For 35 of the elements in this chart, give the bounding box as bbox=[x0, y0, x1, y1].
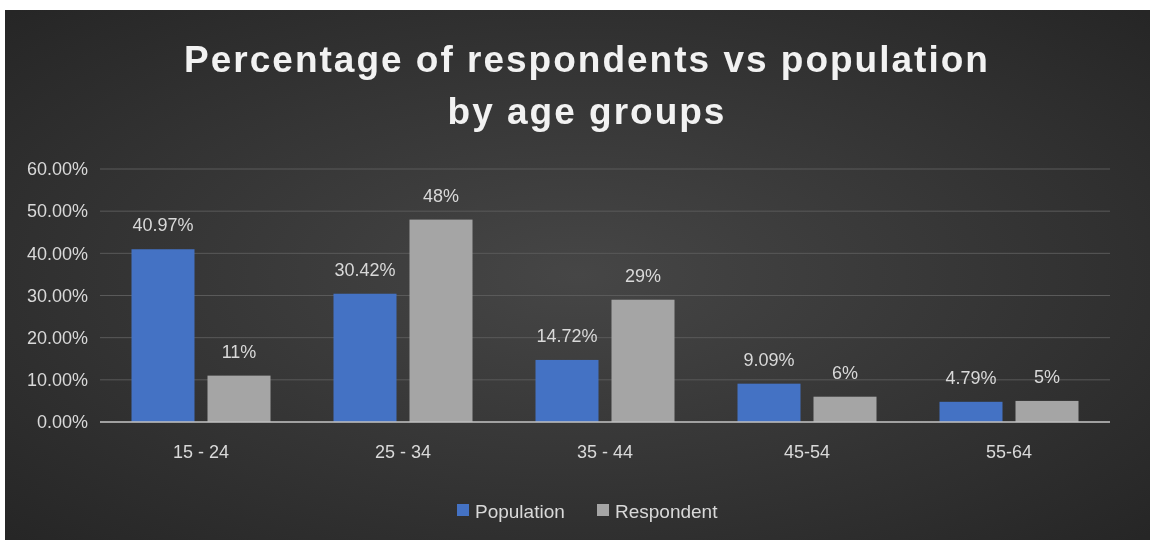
data-label: 14.72% bbox=[536, 325, 598, 346]
data-label: 48% bbox=[422, 185, 460, 206]
data-label: 11% bbox=[221, 341, 257, 362]
y-tick-label: 10.00% bbox=[26, 370, 88, 391]
y-tick-label: 60.00% bbox=[26, 159, 88, 180]
data-label: 4.79% bbox=[945, 367, 997, 388]
bar bbox=[813, 396, 877, 422]
data-label: 9.09% bbox=[743, 349, 795, 370]
y-tick-label: 50.00% bbox=[26, 201, 88, 222]
x-tick-label: 35 - 44 bbox=[576, 442, 634, 462]
x-tick-label: 25 - 34 bbox=[374, 442, 432, 462]
x-tick-label: 55-64 bbox=[985, 442, 1033, 462]
data-label: 29% bbox=[624, 265, 662, 286]
data-label: 6% bbox=[831, 362, 859, 383]
y-tick-label: 30.00% bbox=[26, 285, 88, 306]
bar bbox=[737, 383, 801, 422]
data-label: 5% bbox=[1033, 366, 1061, 387]
data-label: 40.97% bbox=[132, 215, 194, 236]
x-tick-label: 45-54 bbox=[783, 442, 831, 462]
bar bbox=[939, 401, 1003, 422]
y-tick-label: 20.00% bbox=[26, 327, 88, 348]
bar bbox=[333, 293, 397, 422]
data-label: 30.42% bbox=[334, 259, 396, 280]
chart-title: Percentage of respondents vs population by age groups bbox=[184, 39, 990, 132]
legend-label: Population bbox=[475, 500, 565, 522]
legend-label: Respondent bbox=[615, 500, 719, 522]
bar bbox=[207, 375, 271, 422]
bar bbox=[611, 299, 675, 422]
bar bbox=[535, 359, 599, 422]
y-tick-label: 40.00% bbox=[26, 243, 88, 264]
bar bbox=[131, 249, 195, 422]
y-tick-label: 0.00% bbox=[36, 412, 88, 433]
x-tick-label: 15 - 24 bbox=[172, 442, 230, 462]
bar bbox=[409, 219, 473, 422]
bar bbox=[1015, 400, 1079, 422]
